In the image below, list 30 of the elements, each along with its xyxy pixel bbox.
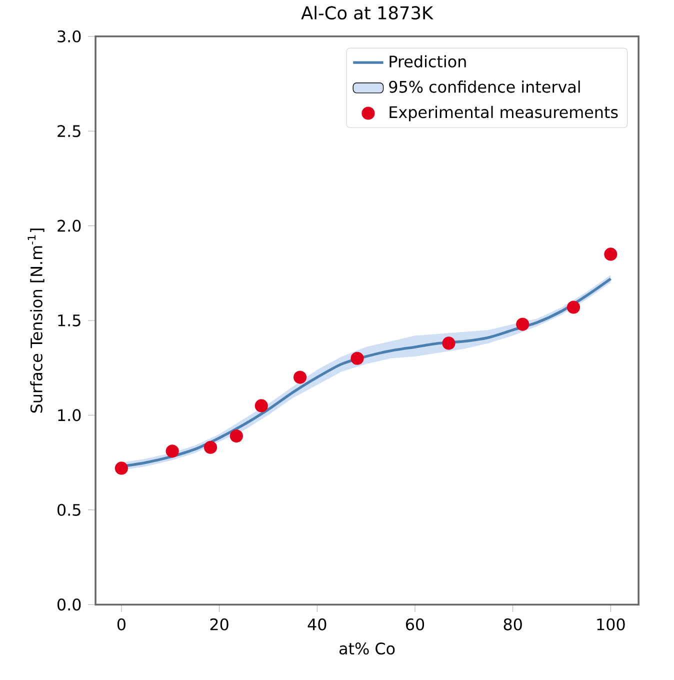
point: [294, 370, 307, 384]
point: [204, 440, 218, 454]
y-tick-label: 0.5: [58, 504, 80, 516]
point: [442, 336, 456, 350]
x-tick-label: 20: [210, 618, 228, 630]
point: [230, 429, 244, 443]
y-tick-label: 0.0: [58, 598, 81, 611]
point: [166, 444, 180, 458]
legend-label: Experimental measurements: [390, 106, 618, 122]
y-tick-label: 2.5: [58, 125, 80, 138]
point: [254, 399, 268, 412]
x-tick-label: 100: [597, 618, 625, 630]
point: [567, 300, 580, 314]
x-tick-label: 80: [504, 618, 522, 630]
point: [115, 462, 128, 475]
legend-label: 95% confidence interval: [389, 80, 580, 93]
point: [516, 318, 530, 331]
point: [350, 352, 364, 365]
x-tick-label: 40: [308, 618, 326, 630]
x-tick-label: 60: [406, 618, 424, 630]
chart-title: Al-Co at 1873K: [301, 6, 434, 20]
y-axis-title: Surface Tension [N.m$^{-1}$]: [28, 228, 44, 413]
point: [604, 248, 618, 261]
x-tick-label: 0: [118, 618, 126, 630]
legend-label: Prediction: [390, 55, 466, 68]
y-tick-label: 2.0: [58, 220, 81, 232]
x-axis-title: at% Co: [340, 642, 395, 655]
y-tick-label: 1.5: [58, 314, 80, 326]
y-tick-label: 1.0: [58, 409, 81, 422]
y-tick-label: 3.0: [58, 30, 81, 42]
